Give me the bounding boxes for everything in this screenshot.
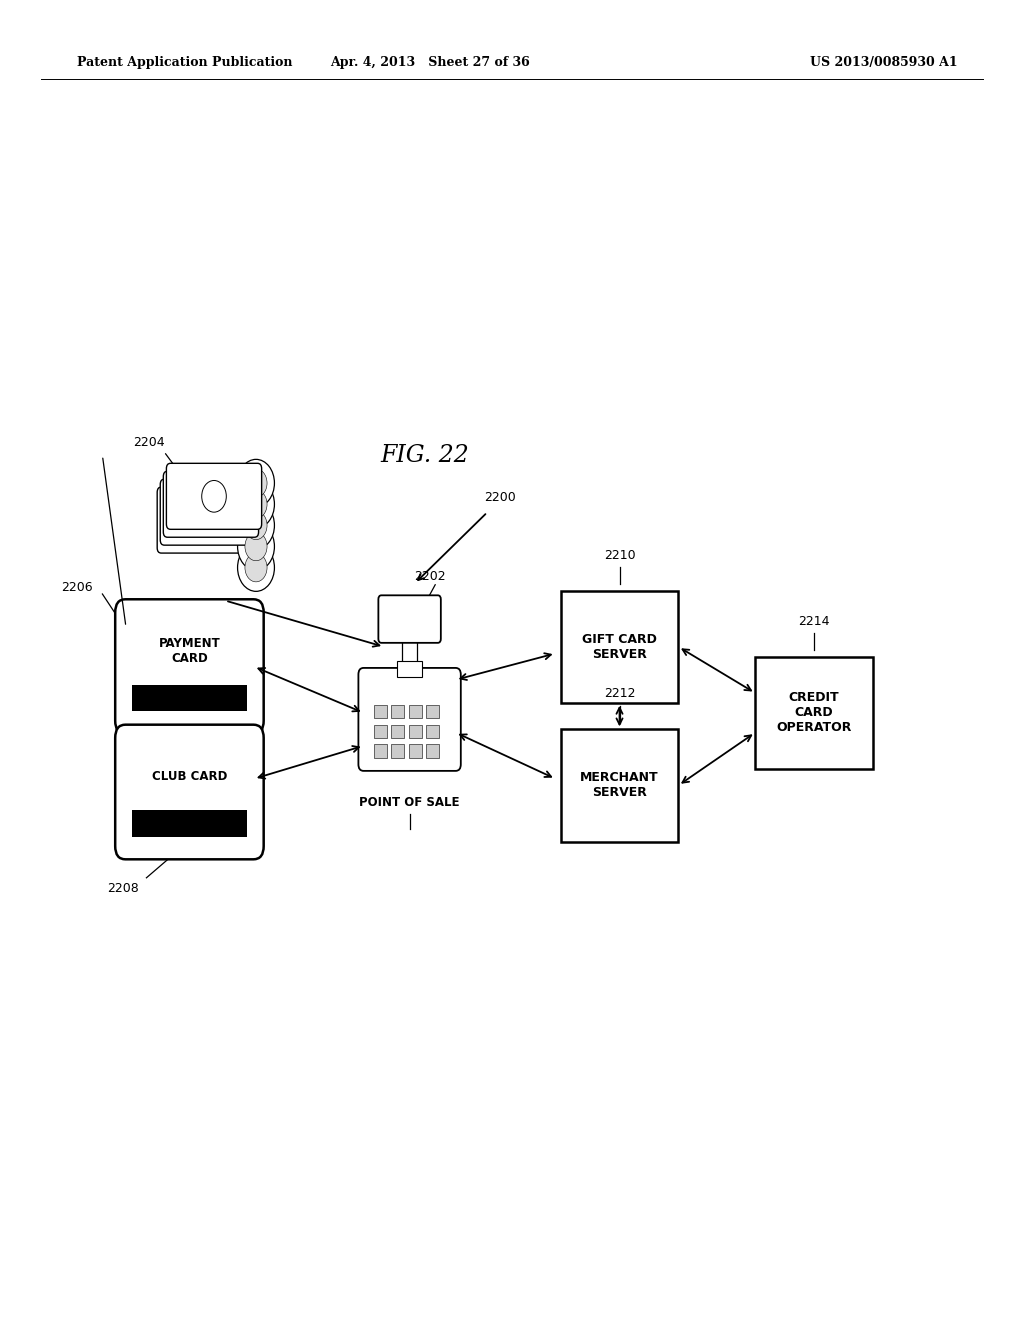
- Bar: [374, 705, 387, 718]
- Bar: [426, 725, 439, 738]
- Text: CASH: CASH: [190, 601, 229, 614]
- Circle shape: [196, 496, 220, 528]
- Circle shape: [245, 553, 267, 582]
- Bar: [402, 639, 417, 668]
- Text: 2206: 2206: [61, 581, 93, 594]
- Circle shape: [238, 480, 274, 528]
- Bar: [374, 725, 387, 738]
- Text: GIFT CARD
SERVER: GIFT CARD SERVER: [582, 632, 657, 661]
- FancyBboxPatch shape: [163, 471, 258, 537]
- Text: 2204: 2204: [133, 436, 165, 449]
- Circle shape: [245, 469, 267, 498]
- Text: 2210: 2210: [604, 549, 635, 561]
- Bar: [391, 744, 404, 758]
- Text: Apr. 4, 2013   Sheet 27 of 36: Apr. 4, 2013 Sheet 27 of 36: [330, 55, 530, 69]
- Bar: [391, 725, 404, 738]
- Bar: [426, 744, 439, 758]
- Bar: [561, 729, 678, 842]
- Text: 2202: 2202: [414, 570, 445, 583]
- Bar: [409, 744, 422, 758]
- Text: FIG. 22: FIG. 22: [381, 444, 469, 467]
- Circle shape: [238, 502, 274, 549]
- Bar: [391, 705, 404, 718]
- Text: CREDIT
CARD
OPERATOR: CREDIT CARD OPERATOR: [776, 692, 852, 734]
- Bar: [397, 661, 422, 677]
- Circle shape: [238, 544, 274, 591]
- Text: POINT OF SALE: POINT OF SALE: [359, 796, 460, 809]
- Bar: [409, 725, 422, 738]
- FancyBboxPatch shape: [166, 463, 261, 529]
- Text: PAYMENT
CARD: PAYMENT CARD: [159, 636, 220, 665]
- Text: Patent Application Publication: Patent Application Publication: [77, 55, 292, 69]
- Circle shape: [238, 523, 274, 570]
- FancyBboxPatch shape: [115, 599, 264, 734]
- Text: CLUB CARD: CLUB CARD: [152, 770, 227, 783]
- Circle shape: [238, 459, 274, 507]
- FancyBboxPatch shape: [358, 668, 461, 771]
- Bar: [561, 591, 678, 702]
- Text: 2208: 2208: [108, 882, 139, 895]
- Bar: [131, 685, 248, 711]
- FancyBboxPatch shape: [157, 487, 252, 553]
- Text: 2200: 2200: [483, 491, 516, 504]
- Circle shape: [199, 488, 223, 520]
- FancyBboxPatch shape: [160, 479, 255, 545]
- Bar: [426, 705, 439, 718]
- Circle shape: [245, 532, 267, 561]
- Text: 2212: 2212: [604, 688, 635, 700]
- FancyBboxPatch shape: [115, 725, 264, 859]
- Bar: [756, 656, 872, 768]
- Circle shape: [202, 480, 226, 512]
- FancyBboxPatch shape: [379, 595, 440, 643]
- Bar: [131, 810, 248, 837]
- Text: US 2013/0085930 A1: US 2013/0085930 A1: [810, 55, 957, 69]
- Text: 2214: 2214: [799, 615, 829, 627]
- Bar: [374, 744, 387, 758]
- Bar: [409, 705, 422, 718]
- Circle shape: [245, 511, 267, 540]
- Text: MERCHANT
SERVER: MERCHANT SERVER: [581, 771, 658, 800]
- Circle shape: [245, 490, 267, 519]
- Circle shape: [193, 504, 217, 536]
